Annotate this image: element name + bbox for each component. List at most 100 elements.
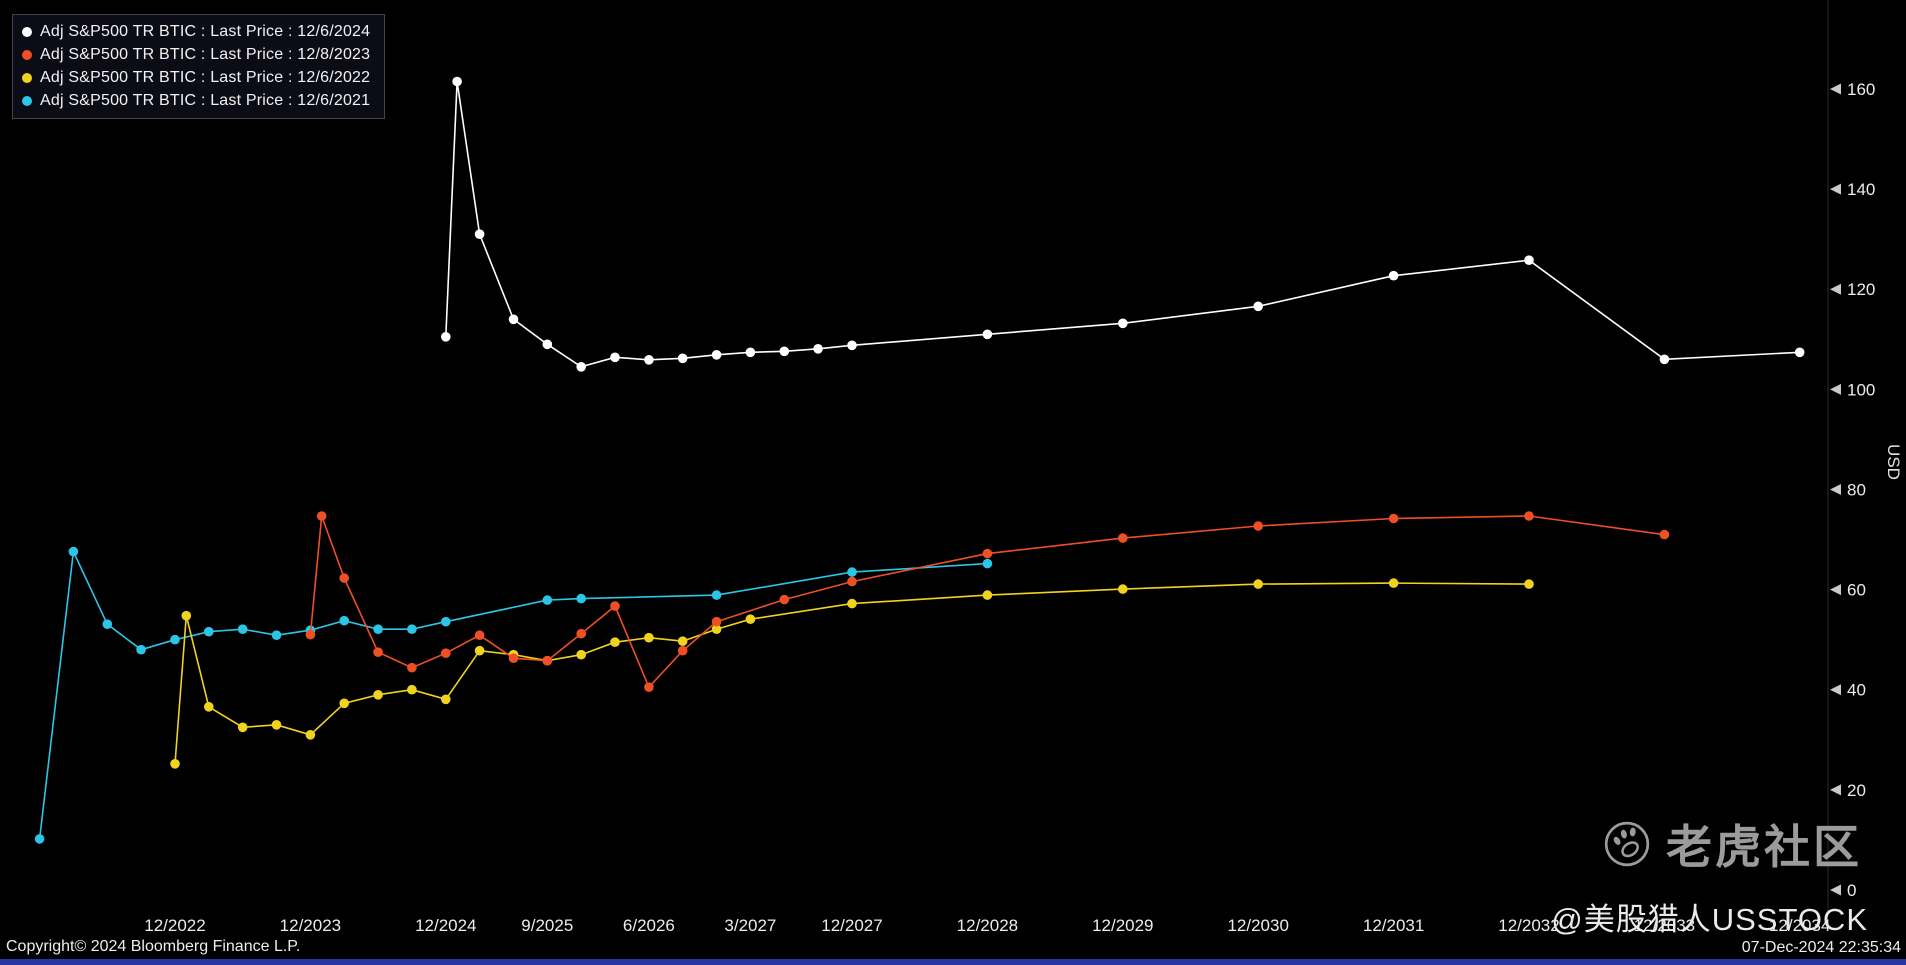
legend-label-2022: Adj S&P500 TR BTIC : Last Price : 12/6/2… [40, 69, 371, 86]
legend-marker-2022-icon [22, 73, 32, 83]
series-line-btic-2023 [309, 515, 1665, 689]
data-point-btic-2023 [711, 616, 722, 627]
x-tick-label: 12/2032 [1498, 916, 1559, 935]
data-point-btic-2021 [847, 567, 857, 577]
data-point-btic-2021 [237, 624, 248, 634]
data-point-btic-2022 [610, 637, 620, 647]
series-line-btic-2021 [38, 548, 988, 839]
data-point-btic-2021 [204, 626, 214, 637]
copyright-text: Copyright© 2024 Bloomberg Finance L.P. [6, 938, 301, 955]
y-tick-arrow-icon [1830, 684, 1841, 696]
chart-legend: Adj S&P500 TR BTIC : Last Price : 12/6/2… [12, 14, 386, 119]
data-point-btic-2023 [1524, 511, 1534, 521]
data-point-btic-2021 [170, 634, 180, 645]
x-tick-label: 12/2024 [415, 916, 476, 935]
y-axis-unit-label: USD [1884, 444, 1903, 480]
data-point-btic-2024 [441, 332, 451, 342]
data-point-btic-2022 [474, 645, 485, 656]
data-point-btic-2024 [1794, 347, 1805, 358]
data-point-btic-2022 [305, 730, 316, 740]
y-tick-arrow-icon [1830, 884, 1841, 896]
y-tick-arrow-icon [1830, 584, 1841, 596]
data-point-btic-2023 [1388, 513, 1399, 524]
y-tick-label: 100 [1847, 380, 1875, 399]
x-axis-ticks: 12/2022 12/2023 12/2024 9/2025 6/2026 3/2027 1… [144, 916, 1830, 935]
data-point-btic-2021 [576, 593, 586, 604]
watermark-handle: @美股猎人USSTOCK [1551, 902, 1868, 937]
y-tick-arrow-icon [1830, 483, 1841, 495]
bottom-blue-bar [0, 959, 1906, 965]
data-point-btic-2024 [813, 344, 823, 354]
data-point-btic-2022 [711, 624, 722, 634]
data-point-btic-2023 [1118, 533, 1128, 543]
y-tick-arrow-icon [1830, 83, 1841, 95]
data-point-btic-2021 [373, 624, 383, 634]
y-tick-label: 20 [1847, 781, 1866, 800]
tiger-community-name: 老虎社区 [1666, 821, 1862, 873]
x-tick-label: 6/2026 [623, 916, 675, 935]
legend-marker-2024-icon [22, 27, 32, 37]
x-tick-label: 12/2030 [1227, 916, 1288, 935]
data-point-btic-2022 [745, 614, 756, 624]
data-point-btic-2021 [982, 558, 993, 569]
y-tick-arrow-icon [1830, 784, 1841, 796]
data-point-btic-2022 [237, 722, 248, 733]
y-tick-arrow-icon [1830, 283, 1841, 295]
legend-marker-2023-icon [22, 50, 32, 60]
data-point-btic-2021 [407, 624, 417, 634]
y-tick-arrow-icon [1830, 183, 1841, 195]
data-point-btic-2024 [677, 353, 688, 364]
data-point-btic-2022 [271, 720, 282, 730]
data-point-btic-2022 [644, 632, 654, 643]
y-tick-label: 80 [1847, 480, 1866, 499]
data-point-btic-2023 [982, 548, 993, 559]
data-point-btic-2024 [745, 347, 756, 358]
y-tick-label: 160 [1847, 80, 1875, 99]
data-point-btic-2023 [576, 628, 586, 639]
y-tick-label: 140 [1847, 180, 1875, 199]
data-point-btic-2023 [316, 511, 327, 521]
data-point-btic-2024 [982, 329, 993, 340]
data-point-btic-2024 [779, 346, 790, 357]
data-point-btic-2023 [1253, 521, 1263, 531]
y-tick-label: 0 [1847, 881, 1856, 900]
x-tick-label: 12/2022 [144, 916, 205, 935]
legend-item-2024[interactable]: Adj S&P500 TR BTIC : Last Price : 12/6/2… [22, 21, 370, 43]
data-point-btic-2021 [542, 595, 553, 605]
x-tick-label: 12/2031 [1363, 916, 1424, 935]
data-point-btic-2023 [677, 645, 688, 656]
data-point-btic-2021 [102, 619, 113, 629]
data-point-btic-2023 [305, 629, 316, 640]
legend-item-2023[interactable]: Adj S&P500 TR BTIC : Last Price : 12/8/2… [22, 44, 370, 66]
legend-label-2024: Adj S&P500 TR BTIC : Last Price : 12/6/2… [40, 23, 371, 40]
y-tick-arrow-icon [1830, 383, 1841, 395]
legend-item-2021[interactable]: Adj S&P500 TR BTIC : Last Price : 12/6/2… [22, 90, 370, 112]
data-point-btic-2022 [181, 610, 192, 621]
data-point-btic-2024 [452, 76, 462, 87]
data-point-btic-2022 [1253, 579, 1263, 589]
data-point-btic-2024 [711, 350, 722, 360]
data-point-btic-2021 [271, 630, 282, 640]
legend-item-2022[interactable]: Adj S&P500 TR BTIC : Last Price : 12/6/2… [22, 67, 370, 89]
data-point-btic-2022 [677, 636, 688, 646]
x-tick-label: 12/2027 [821, 916, 882, 935]
data-point-btic-2024 [610, 352, 620, 363]
data-point-btic-2024 [508, 314, 519, 325]
data-point-btic-2021 [34, 834, 45, 844]
data-point-btic-2023 [373, 647, 383, 657]
data-point-btic-2023 [407, 662, 417, 673]
data-point-btic-2021 [68, 546, 79, 557]
data-point-btic-2022 [441, 694, 451, 705]
data-point-btic-2022 [170, 759, 180, 769]
data-point-btic-2023 [339, 573, 350, 583]
y-tick-label: 40 [1847, 681, 1866, 700]
data-point-btic-2022 [1524, 579, 1534, 589]
data-point-btic-2024 [1524, 255, 1534, 265]
data-point-btic-2024 [847, 340, 857, 351]
data-point-btic-2023 [610, 601, 620, 611]
data-point-btic-2023 [847, 576, 857, 587]
x-tick-label: 9/2025 [521, 916, 573, 935]
data-point-btic-2023 [508, 653, 519, 663]
